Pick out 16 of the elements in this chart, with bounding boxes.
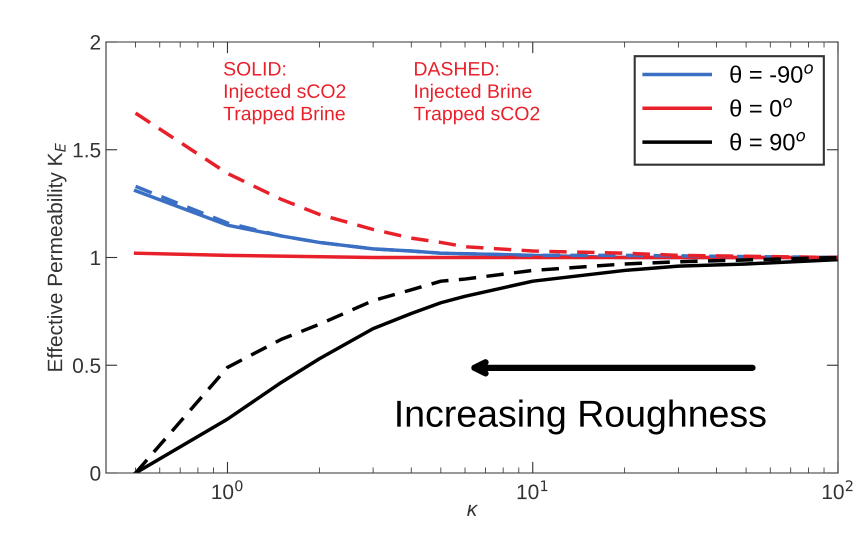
x-tick-label: 10$^{1}$ xyxy=(518,480,548,500)
x-axis-title: κ xyxy=(467,504,478,516)
annotation: Increasing Roughness xyxy=(397,399,766,434)
legend-label: θ = 0$^{o}$ xyxy=(730,98,792,117)
y-axis-title: Effective Permeability K$_{E}$ xyxy=(47,143,66,371)
y-tick-label: 1 xyxy=(91,250,100,266)
legend-label: θ = -90$^{o}$ xyxy=(730,64,813,83)
x-tick-label: 10$^{0}$ xyxy=(212,480,242,500)
y-tick-label: 0 xyxy=(90,466,100,481)
annotation: SOLID: Injected sCO2 Trapped Brine xyxy=(224,62,346,124)
y-tick-label: 1.5 xyxy=(74,142,100,158)
y-tick-label: 0.5 xyxy=(72,358,100,374)
annotation: DASHED: Injected Brine Trapped sCO2 xyxy=(414,62,540,124)
x-tick-label: 10$^{2}$ xyxy=(822,480,853,500)
legend-label: θ = 90$^{o}$ xyxy=(730,132,806,150)
y-tick-label: 2 xyxy=(90,35,100,50)
